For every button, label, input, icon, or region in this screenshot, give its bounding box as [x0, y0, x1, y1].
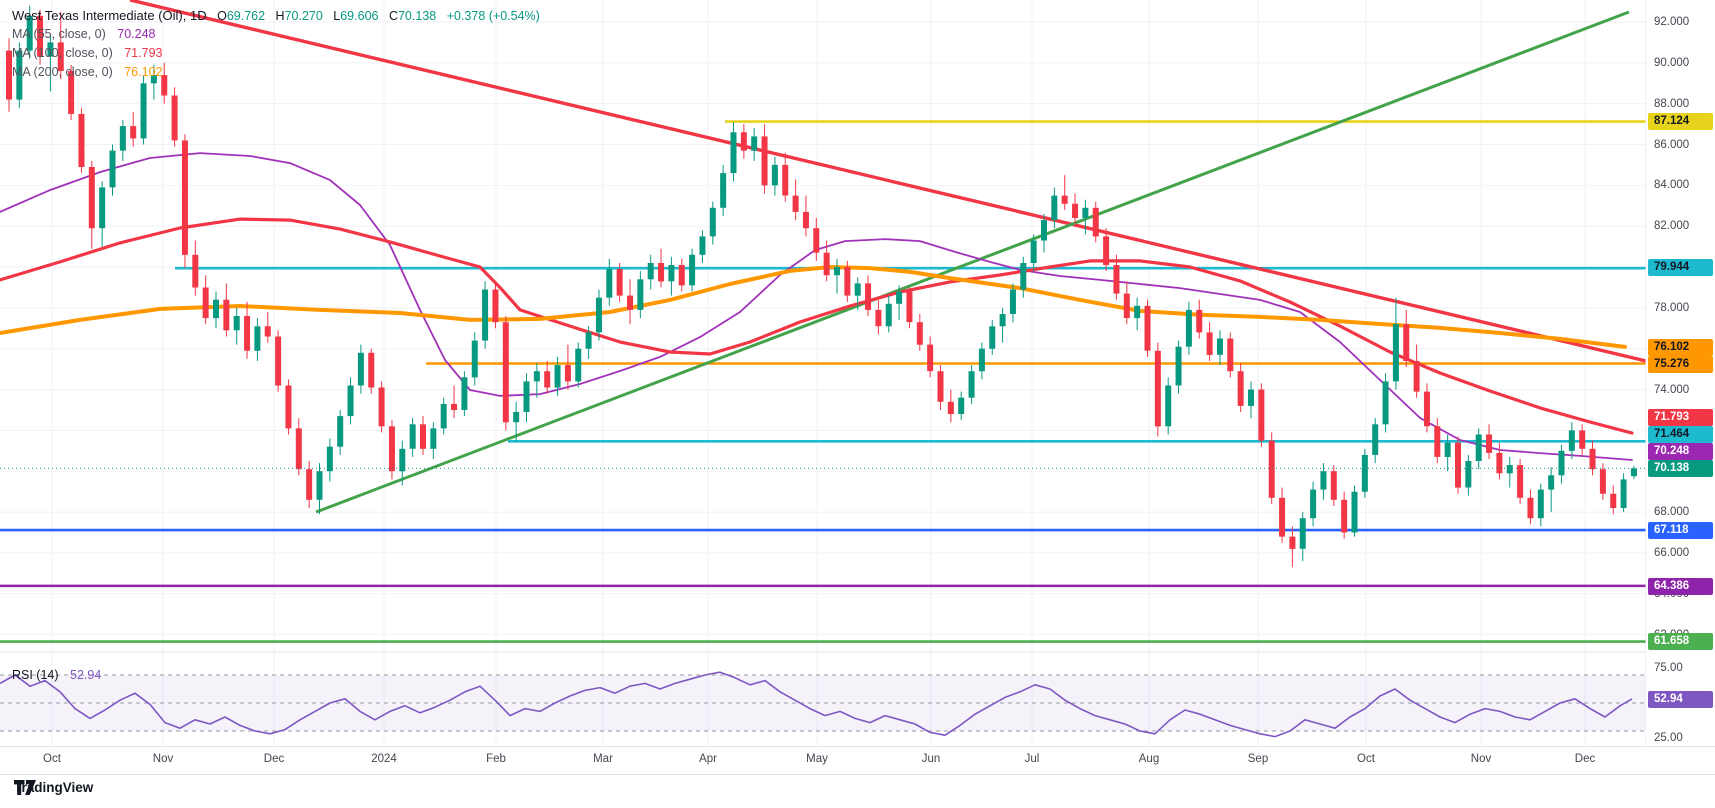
ma100-value: 71.793: [124, 46, 163, 60]
time-tick-label: Feb: [486, 753, 506, 765]
price-tick-label: 86.000: [1654, 139, 1690, 151]
rsi-tick-label: 75.00: [1654, 662, 1683, 674]
price-level-label: 67.118: [1648, 522, 1713, 539]
price-level-label: 64.386: [1648, 578, 1713, 595]
open-key: O: [217, 9, 227, 23]
rsi-label: RSI (14): [12, 668, 59, 682]
ma100-legend-row[interactable]: MA (100, close, 0) 71.793: [12, 44, 540, 63]
ma200-label: MA (200, close, 0): [12, 65, 113, 79]
time-tick-label: Aug: [1138, 753, 1160, 765]
time-tick-label: Dec: [263, 753, 285, 765]
rsi-line: [0, 671, 1633, 738]
horizontal-lines-layer: [0, 120, 1646, 643]
time-tick-label: 2024: [371, 753, 397, 765]
candles-layer: [6, 5, 1637, 568]
price-axis[interactable]: 92.00090.00088.00086.00084.00082.00080.0…: [1646, 0, 1715, 746]
price-tick-label: 68.000: [1654, 506, 1690, 518]
price-tick-label: 78.000: [1654, 302, 1690, 314]
price-level-label: 61.658: [1648, 633, 1713, 650]
time-axis[interactable]: Oct Nov Dec 2024 Feb Mar Apr May Jun Jul Aug Sep Oct…: [0, 746, 1715, 775]
trend-lines-layer: [129, 0, 1647, 514]
high-value: 70.270: [284, 9, 323, 23]
price-tick-label: 84.000: [1654, 179, 1690, 191]
low-key: L: [333, 9, 341, 23]
grid-layer: [0, 0, 1646, 746]
open-value: 69.762: [226, 9, 266, 23]
time-tick-label: Nov: [152, 753, 174, 765]
ma55-label: MA (55, close, 0): [12, 27, 106, 41]
price-level-label: 71.464: [1648, 426, 1713, 443]
close-value: 70.138: [397, 9, 437, 23]
price-tick-label: 66.000: [1654, 547, 1690, 559]
legend: West Texas Intermediate (Oil), 1D O69.76…: [12, 6, 540, 82]
price-level-label: 71.793: [1648, 409, 1713, 426]
rsi-tick-label: 25.00: [1654, 732, 1683, 744]
rsi-level-label: 52.94: [1648, 691, 1713, 708]
price-tick-label: 92.000: [1654, 16, 1690, 28]
time-tick-label: Dec: [1574, 753, 1596, 765]
price-level-label: 87.124: [1648, 113, 1713, 130]
ma55-legend-row[interactable]: MA (55, close, 0) 70.248: [12, 25, 540, 44]
price-tick-label: 74.000: [1654, 384, 1690, 396]
change-value: +0.378 (+0.54%): [446, 9, 540, 23]
price-tick-label: 88.000: [1654, 98, 1690, 110]
close-key: C: [388, 9, 398, 23]
tradingview-logo-icon: [14, 780, 36, 795]
rsi-value: 52.94: [70, 668, 102, 682]
time-tick-label: Sep: [1247, 753, 1269, 765]
symbol-title: West Texas Intermediate (Oil), 1D: [12, 8, 207, 23]
symbol-legend-row[interactable]: West Texas Intermediate (Oil), 1D O69.76…: [12, 6, 540, 25]
low-value: 69.606: [340, 9, 379, 23]
high-key: H: [275, 9, 285, 23]
price-level-label: 79.944: [1648, 259, 1713, 276]
ma200-value: 76.102: [124, 65, 163, 79]
time-tick-label: May: [806, 753, 828, 765]
price-tick-label: 82.000: [1654, 220, 1690, 232]
price-level-label: 70.248: [1648, 443, 1713, 460]
rsi-pane: [0, 671, 1646, 738]
ma200-legend-row[interactable]: MA (200, close, 0) 76.102: [12, 63, 540, 82]
time-tick-label: Nov: [1470, 753, 1492, 765]
rsi-legend-row[interactable]: RSI (14) 52.94: [12, 667, 101, 684]
price-level-label: 70.138: [1648, 460, 1713, 477]
time-tick-label: Jul: [1024, 753, 1040, 765]
time-tick-label: Apr: [699, 753, 717, 765]
ma55-value: 70.248: [117, 27, 156, 41]
price-level-label: 75.276: [1648, 356, 1713, 373]
time-tick-label: Jun: [921, 753, 941, 765]
time-tick-label: Oct: [1357, 753, 1375, 765]
time-tick-label: Mar: [593, 753, 613, 765]
time-tick-label: Oct: [43, 753, 61, 765]
price-tick-label: 90.000: [1654, 57, 1690, 69]
price-level-label: 76.102: [1648, 339, 1713, 356]
tradingview-brand-link[interactable]: TradingView: [14, 780, 93, 795]
ma100-label: MA (100, close, 0): [12, 46, 113, 60]
